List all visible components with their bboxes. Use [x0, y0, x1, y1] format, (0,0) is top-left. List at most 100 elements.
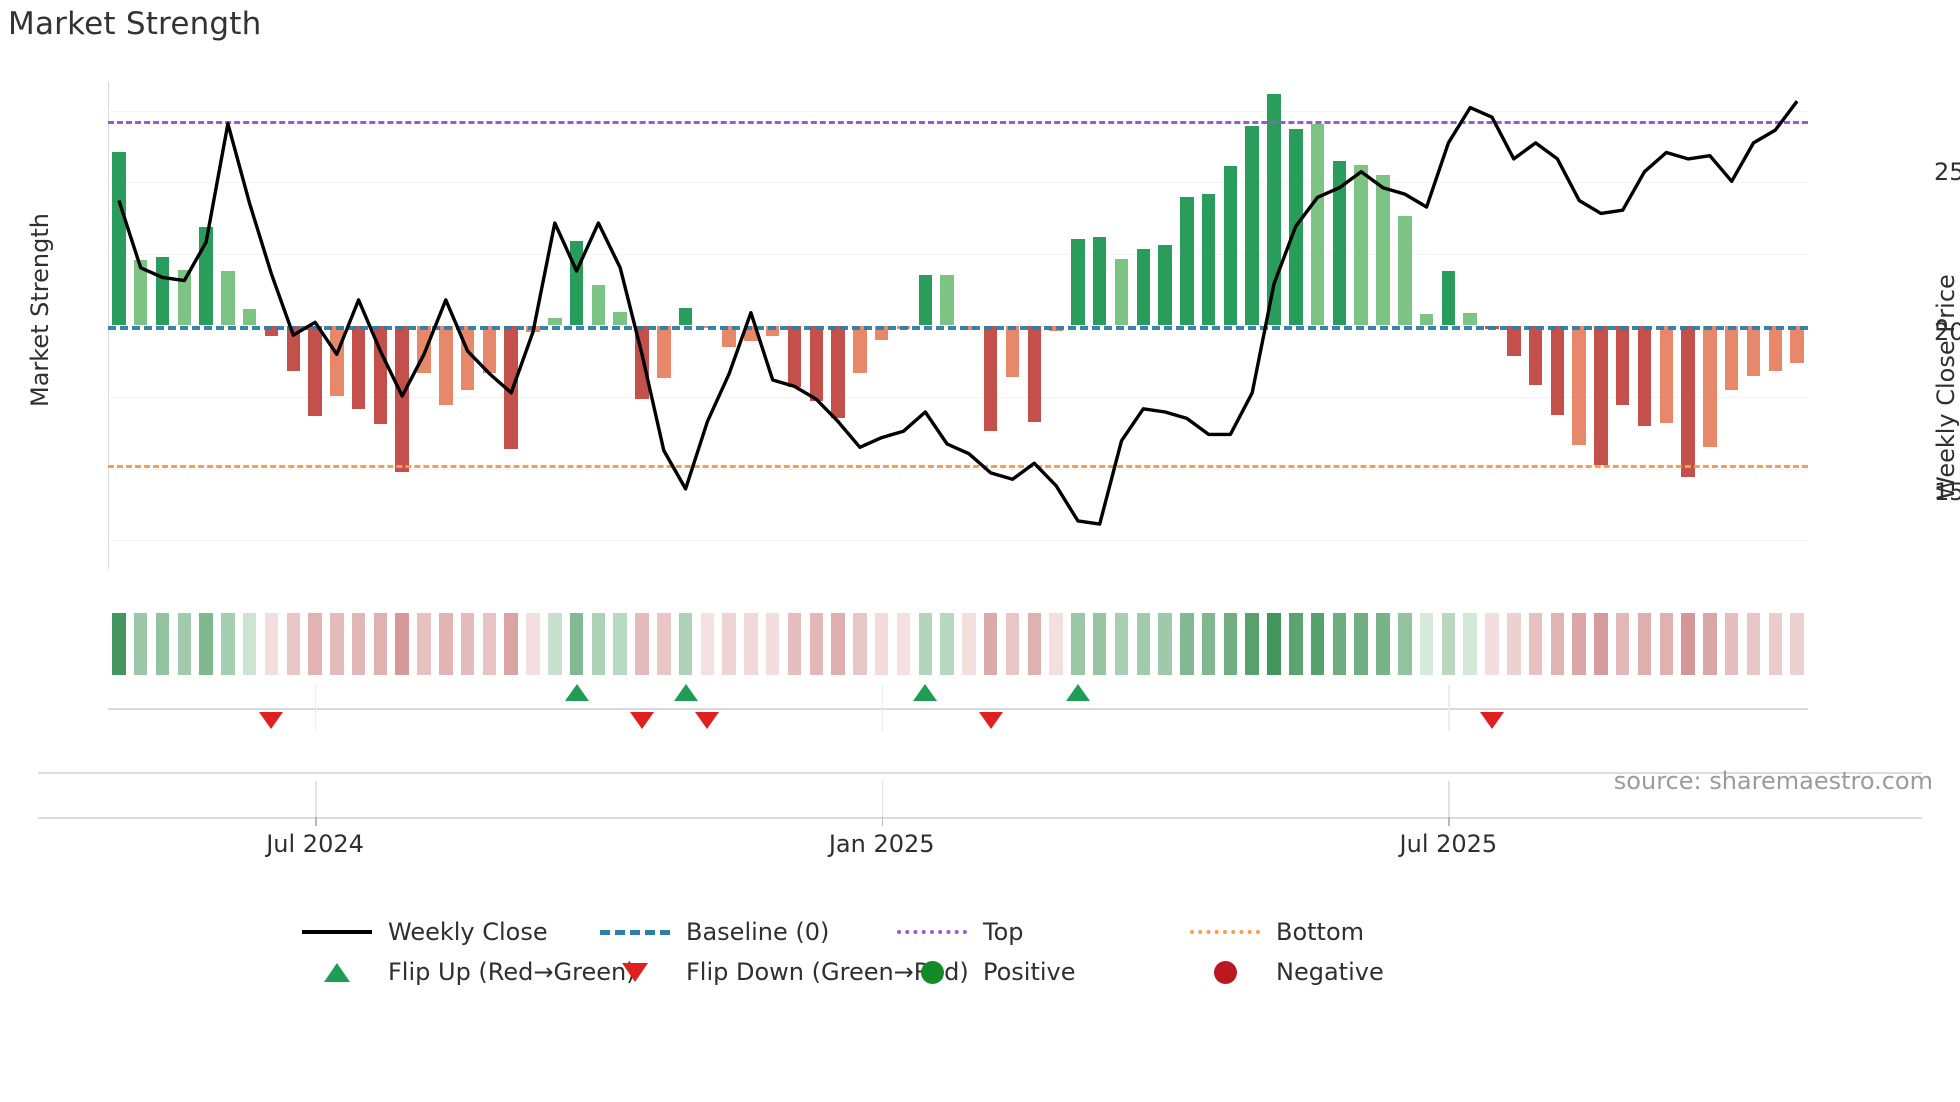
heatmap-cell: [1354, 613, 1368, 675]
legend-label: Positive: [983, 958, 1076, 986]
heatmap-cell: [1267, 613, 1281, 675]
flip-down-marker[interactable]: [1479, 712, 1504, 729]
flip-up-marker[interactable]: [564, 684, 589, 701]
legend-item-positive[interactable]: Positive: [895, 958, 1076, 986]
flip-up-marker[interactable]: [673, 684, 698, 701]
strength-bar: [1659, 325, 1674, 423]
x-tick-guide: [881, 781, 884, 817]
strength-bar: [112, 152, 126, 326]
gridline: [108, 540, 1808, 542]
heatmap-cell: [874, 613, 889, 675]
strength-bar: [439, 325, 453, 405]
strength-bar: [155, 256, 170, 326]
main-chart-plot: 3020100−10−20−30 25.0020.0015.00 Market …: [26, 82, 1960, 569]
solid-black-line-icon: [300, 920, 374, 944]
strength-bar: [1114, 258, 1129, 326]
heatmap-cell: [809, 613, 824, 675]
heatmap-cell: [831, 613, 845, 675]
heatmap-cell: [613, 613, 627, 675]
legend-item-flip-up[interactable]: Flip Up (Red→Green): [300, 958, 636, 986]
strength-bar: [722, 325, 736, 347]
flip-down-marker[interactable]: [629, 712, 654, 729]
strength-bar: [1223, 165, 1238, 326]
weekly-close-line: [117, 100, 1799, 526]
heatmap-cell: [1441, 613, 1456, 675]
strength-bar: [1768, 325, 1783, 371]
heatmap-cell: [482, 613, 497, 675]
strength-bar: [1790, 325, 1804, 363]
heatmap-cell: [1594, 613, 1608, 675]
heatmap-cell: [460, 613, 475, 675]
legend-label: Negative: [1276, 958, 1384, 986]
heatmap-cell: [1659, 613, 1674, 675]
flip-down-marker[interactable]: [259, 712, 284, 729]
heatmap-cell: [744, 613, 758, 675]
strength-bar: [482, 325, 497, 373]
strength-bar: [1507, 325, 1521, 356]
strength-bar: [1398, 215, 1412, 326]
heatmap-cell: [548, 613, 562, 675]
heatmap-cell: [373, 613, 388, 675]
legend-label: Flip Up (Red→Green): [388, 958, 636, 986]
heatmap-cell: [1790, 613, 1804, 675]
heatmap-cell: [787, 613, 802, 675]
strength-bar: [351, 325, 366, 409]
strength-bar: [1681, 325, 1695, 478]
strength-bar: [940, 275, 954, 326]
gridline: [108, 110, 1808, 112]
strength-bar: [221, 271, 235, 326]
legend-label: Bottom: [1276, 918, 1365, 946]
heatmap-cell: [1092, 613, 1107, 675]
strength-bar: [548, 317, 562, 326]
x-tick-label: Jan 2025: [828, 830, 935, 858]
legend-item-negative[interactable]: Negative: [1188, 958, 1384, 986]
legend-row-1: Weekly Close Baseline (0) Top Bottom: [0, 918, 1960, 957]
divider-rule-bottom: [38, 817, 1922, 820]
strength-bar: [308, 325, 322, 416]
right-tick-label: 15.00: [1934, 478, 1960, 507]
heatmap-cell: [1724, 613, 1739, 675]
heatmap-cell: [330, 613, 344, 675]
bottom-reference-line: [108, 465, 1808, 469]
strength-bar: [177, 269, 192, 326]
flip-down-marker[interactable]: [978, 712, 1003, 729]
gridline: [108, 468, 1808, 470]
strength-bar: [1201, 194, 1216, 326]
flip-down-marker[interactable]: [695, 712, 720, 729]
x-tick-guide: [1448, 781, 1450, 817]
dotted-orange-line-icon: [1188, 920, 1262, 944]
x-tick-guide: [1448, 685, 1450, 731]
gridline: [108, 397, 1808, 399]
divider-rule-top: [38, 772, 1922, 775]
heatmap-cell: [133, 613, 148, 675]
green-up-triangle-icon: [300, 960, 374, 984]
heatmap-cell: [918, 613, 933, 675]
strength-bar: [1180, 196, 1194, 326]
heatmap-cell: [1071, 613, 1085, 675]
heatmap-cell: [308, 613, 322, 675]
strength-bar: [1637, 325, 1652, 426]
strength-bar: [1354, 165, 1368, 326]
strength-bar: [1724, 325, 1739, 390]
legend-item-top[interactable]: Top: [895, 918, 1024, 946]
heatmap-cell: [765, 613, 780, 675]
legend-item-baseline[interactable]: Baseline (0): [598, 918, 829, 946]
flip-up-marker[interactable]: [1065, 684, 1090, 701]
legend-item-bottom[interactable]: Bottom: [1188, 918, 1364, 946]
left-axis-label: Market Strength: [26, 213, 54, 407]
strength-bar: [1136, 248, 1150, 326]
legend-row-2: Flip Up (Red→Green) Flip Down (Green→Red…: [0, 958, 1960, 997]
heatmap-cell: [635, 613, 649, 675]
strength-bar: [1441, 271, 1456, 326]
legend-label: Top: [983, 918, 1024, 946]
heatmap-cell: [853, 613, 867, 675]
flip-up-marker[interactable]: [913, 684, 938, 701]
heatmap-cell: [177, 613, 192, 675]
strength-bar: [1703, 325, 1717, 447]
strength-bar: [286, 325, 300, 372]
strength-bar: [1332, 160, 1347, 326]
strength-heatmap-strip: [108, 613, 1808, 675]
strength-bar: [133, 259, 148, 326]
legend-item-weekly-close[interactable]: Weekly Close: [300, 918, 548, 946]
heatmap-cell: [526, 613, 540, 675]
